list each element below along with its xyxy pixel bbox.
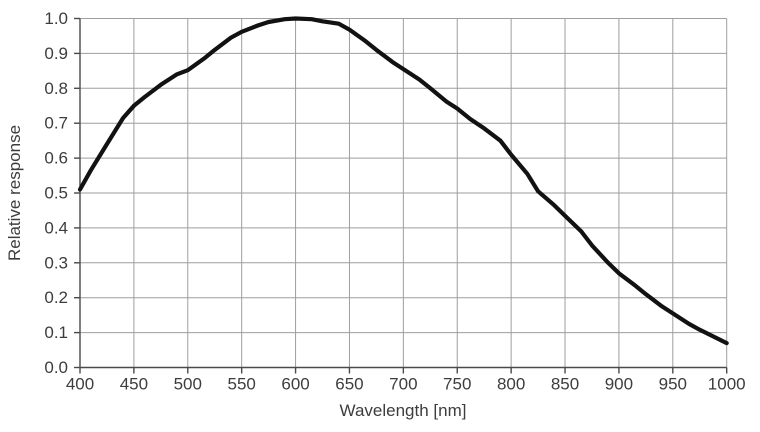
y-tick-label: 0.8	[44, 79, 68, 98]
y-tick-label: 0.0	[44, 358, 68, 377]
y-tick-label: 0.2	[44, 288, 68, 307]
x-tick-label: 400	[66, 375, 94, 394]
x-tick-label: 950	[659, 375, 687, 394]
x-tick-label: 850	[551, 375, 579, 394]
curve-path-relative-response	[77, 16, 729, 346]
x-axis-title: Wavelength [nm]	[340, 401, 467, 420]
y-tick-label: 0.1	[44, 323, 68, 342]
y-tick-label: 0.7	[44, 114, 68, 133]
x-tick-label: 800	[497, 375, 525, 394]
y-tick-label: 0.4	[44, 218, 68, 237]
y-tick-label: 0.3	[44, 253, 68, 272]
x-tick-label: 650	[335, 375, 363, 394]
y-axis-title: Relative response	[5, 125, 24, 261]
axis-tick-labels: 400 450 500 550 600 650 700 750 800 850 900 950 1000…	[44, 9, 745, 394]
x-tick-label: 500	[174, 375, 202, 394]
x-tick-label: 550	[227, 375, 255, 394]
x-tick-label: 700	[389, 375, 417, 394]
axis-tick-marks	[74, 17, 728, 374]
y-tick-label: 0.6	[44, 149, 68, 168]
x-tick-label: 1000	[708, 375, 746, 394]
y-tick-label: 0.5	[44, 184, 68, 203]
y-tick-label: 0.9	[44, 44, 68, 63]
x-tick-label: 750	[443, 375, 471, 394]
x-tick-label: 900	[605, 375, 633, 394]
x-tick-label: 450	[120, 375, 148, 394]
x-tick-label: 600	[281, 375, 309, 394]
response-curve	[77, 16, 729, 346]
y-tick-label: 1.0	[44, 9, 68, 28]
